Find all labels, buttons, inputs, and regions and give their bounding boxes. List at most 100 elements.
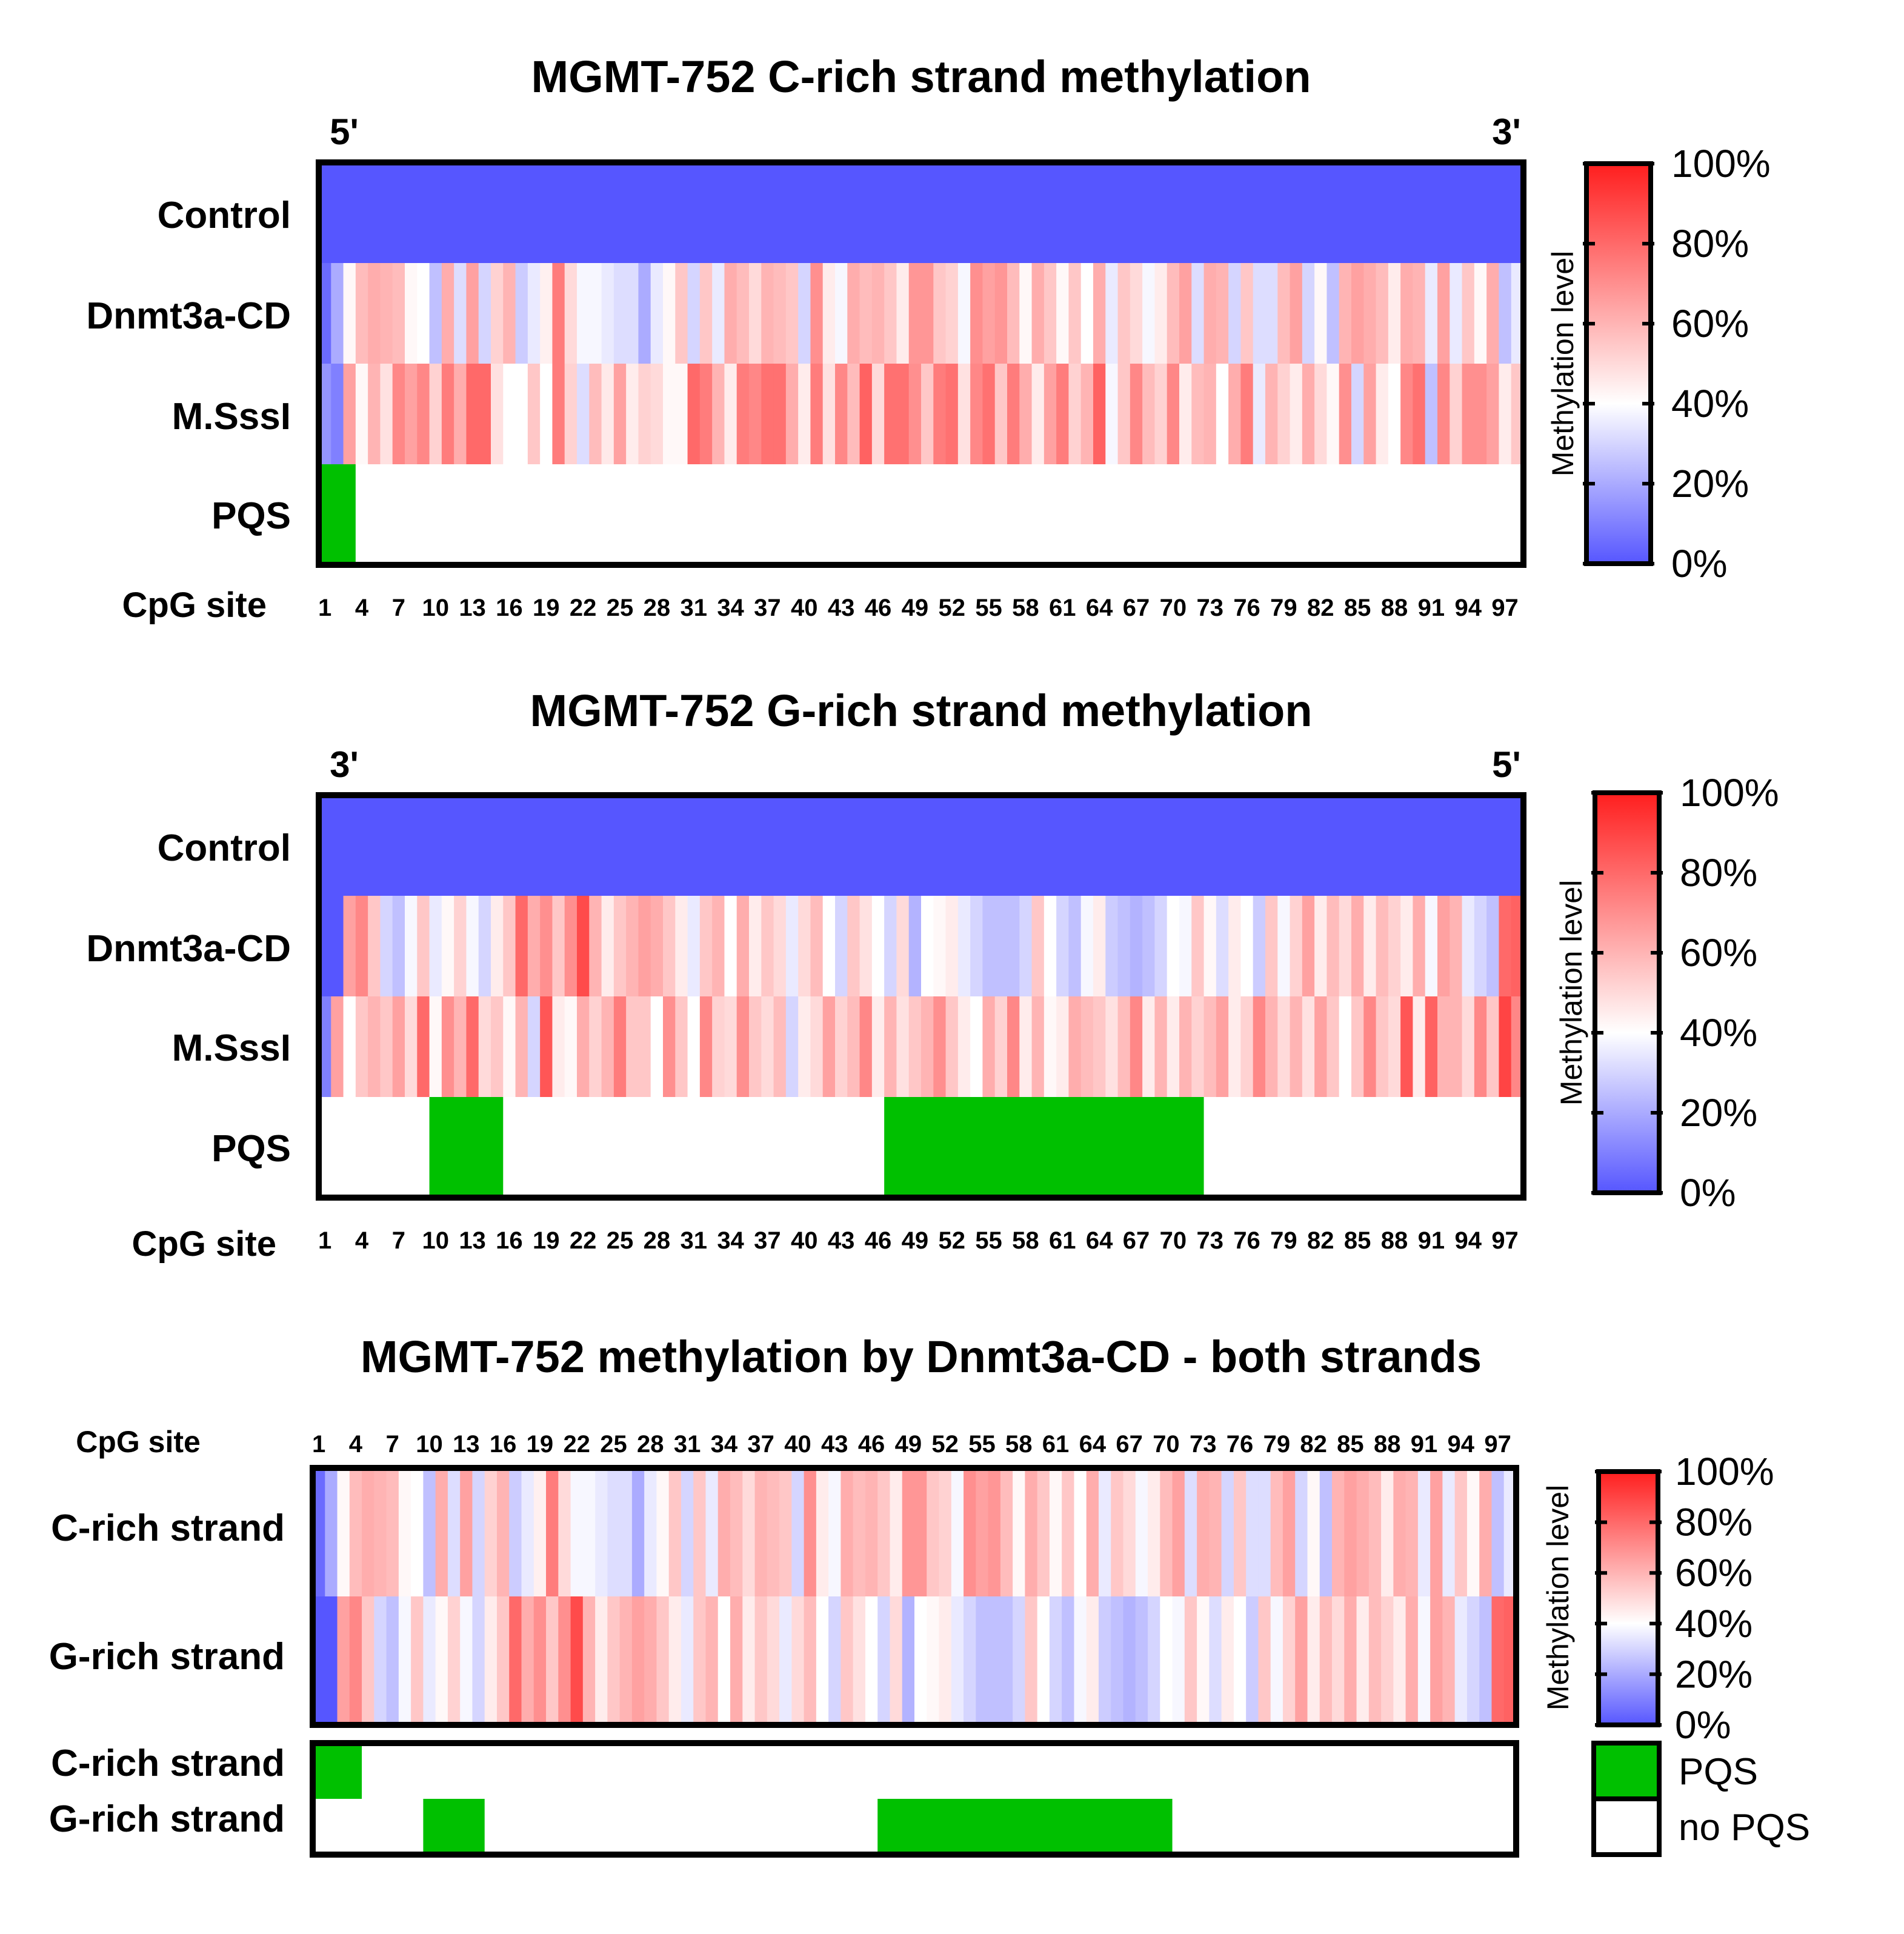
heatmap-cell <box>1462 795 1475 896</box>
heatmap-cell <box>417 162 430 263</box>
x-tick-label: 22 <box>563 1431 590 1458</box>
heatmap-cell <box>527 795 541 896</box>
heatmap-cell <box>496 1468 510 1596</box>
panel-b-x-ticks: 1 4 7 10 13 16 19 22 25 28 31 34 37 40 43 46 49 52 55 58 61 6… <box>318 1227 1519 1254</box>
heatmap-cell <box>675 996 688 1097</box>
heatmap-cell <box>411 1596 424 1725</box>
heatmap-cell <box>429 896 442 996</box>
x-tick-label: 67 <box>1123 595 1150 621</box>
heatmap-cell <box>1351 162 1365 263</box>
heatmap-cell <box>1253 364 1266 464</box>
heatmap-cell <box>1019 263 1033 364</box>
x-tick-label: 55 <box>968 1431 996 1458</box>
heatmap-cell <box>1130 896 1143 996</box>
heatmap-cell <box>736 996 750 1097</box>
panel-c-row-label-g-rich: G-rich strand <box>49 1636 285 1678</box>
panel-b-left-end: 3' <box>330 744 359 785</box>
pqs-background <box>319 464 1523 565</box>
heatmap-cell <box>1344 1596 1357 1725</box>
heatmap-cell <box>392 996 405 1097</box>
heatmap-cell <box>343 795 356 896</box>
heatmap-cell <box>982 364 996 464</box>
heatmap-cell <box>982 263 996 364</box>
heatmap-cell <box>1216 795 1229 896</box>
heatmap-cell <box>1450 364 1463 464</box>
heatmap-cell <box>945 795 959 896</box>
heatmap-cell <box>491 795 504 896</box>
heatmap-cell <box>773 795 787 896</box>
heatmap-cell <box>1462 364 1475 464</box>
heatmap-cell <box>1388 795 1401 896</box>
heatmap-cell <box>1405 1468 1419 1596</box>
heatmap-cell <box>1086 1596 1099 1725</box>
heatmap-cell <box>785 795 799 896</box>
heatmap-cell <box>742 1468 756 1596</box>
heatmap-cell <box>1031 795 1045 896</box>
heatmap-cell <box>835 896 848 996</box>
heatmap-cell <box>368 896 381 996</box>
heatmap-cell <box>392 263 405 364</box>
heatmap-cell <box>1117 263 1131 364</box>
heatmap-cell <box>1499 896 1512 996</box>
heatmap-cell <box>896 996 910 1097</box>
heatmap-cell <box>577 263 590 364</box>
heatmap-cell <box>515 795 528 896</box>
pqs-segment <box>313 1743 362 1799</box>
heatmap-cell <box>1326 996 1340 1097</box>
heatmap-cell <box>1400 162 1414 263</box>
heatmap-cell <box>1314 364 1328 464</box>
x-tick-label: 91 <box>1411 1431 1438 1458</box>
heatmap-cell <box>478 795 491 896</box>
heatmap-cell <box>822 263 836 364</box>
heatmap-cell <box>1179 795 1193 896</box>
heatmap-cell <box>1037 1468 1050 1596</box>
heatmap-cell <box>1351 263 1365 364</box>
heatmap-cell <box>921 162 934 263</box>
heatmap-cell <box>1437 996 1451 1097</box>
x-tick-label: 85 <box>1344 595 1371 621</box>
heatmap-cell <box>1154 896 1168 996</box>
heatmap-cell <box>1093 896 1107 996</box>
heatmap-cell <box>478 162 491 263</box>
heatmap-cell <box>552 162 565 263</box>
heatmap-cell <box>644 1468 657 1596</box>
heatmap-cell <box>1105 162 1119 263</box>
x-tick-label: 28 <box>644 595 671 621</box>
heatmap-cell <box>1228 364 1242 464</box>
heatmap-cell <box>1454 1596 1468 1725</box>
x-tick-label: 46 <box>865 1227 892 1254</box>
x-tick-label: 61 <box>1049 595 1076 621</box>
heatmap-cell <box>1049 1468 1062 1596</box>
heatmap-cell <box>1425 263 1438 364</box>
heatmap-cell <box>933 996 947 1097</box>
heatmap-cell <box>908 263 922 364</box>
heatmap-cell <box>724 896 737 996</box>
heatmap-cell <box>337 1596 350 1725</box>
x-tick-label: 4 <box>355 1227 369 1254</box>
heatmap-cell <box>1326 896 1340 996</box>
heatmap-cell <box>957 162 971 263</box>
heatmap-cell <box>933 795 947 896</box>
heatmap-cell <box>533 1468 547 1596</box>
panel-b-colorbar: 0% 20% 40% 60% 80% 100% Methylation level <box>1554 771 1779 1215</box>
x-tick-label: 85 <box>1344 1227 1371 1254</box>
heatmap-cell <box>1130 996 1143 1097</box>
x-tick-label: 25 <box>607 1227 634 1254</box>
heatmap-cell <box>582 1596 596 1725</box>
panel-c-pqs-row-label-c-rich: C-rich strand <box>51 1742 285 1784</box>
heatmap-cell <box>1246 1596 1259 1725</box>
heatmap-cell <box>466 795 479 896</box>
heatmap-cell <box>527 162 541 263</box>
x-tick-label: 76 <box>1233 1227 1260 1254</box>
heatmap-cell <box>1351 896 1365 996</box>
heatmap-cell <box>595 1596 608 1725</box>
heatmap-cell <box>331 263 344 364</box>
heatmap-cell <box>693 1468 707 1596</box>
heatmap-cell <box>503 996 516 1097</box>
heatmap-cell <box>1499 364 1512 464</box>
heatmap-cell <box>1393 1596 1406 1725</box>
pqs-segment <box>877 1799 1173 1855</box>
heatmap-cell <box>1056 162 1070 263</box>
heatmap-cell <box>1142 364 1156 464</box>
heatmap-cell <box>1216 996 1229 1097</box>
